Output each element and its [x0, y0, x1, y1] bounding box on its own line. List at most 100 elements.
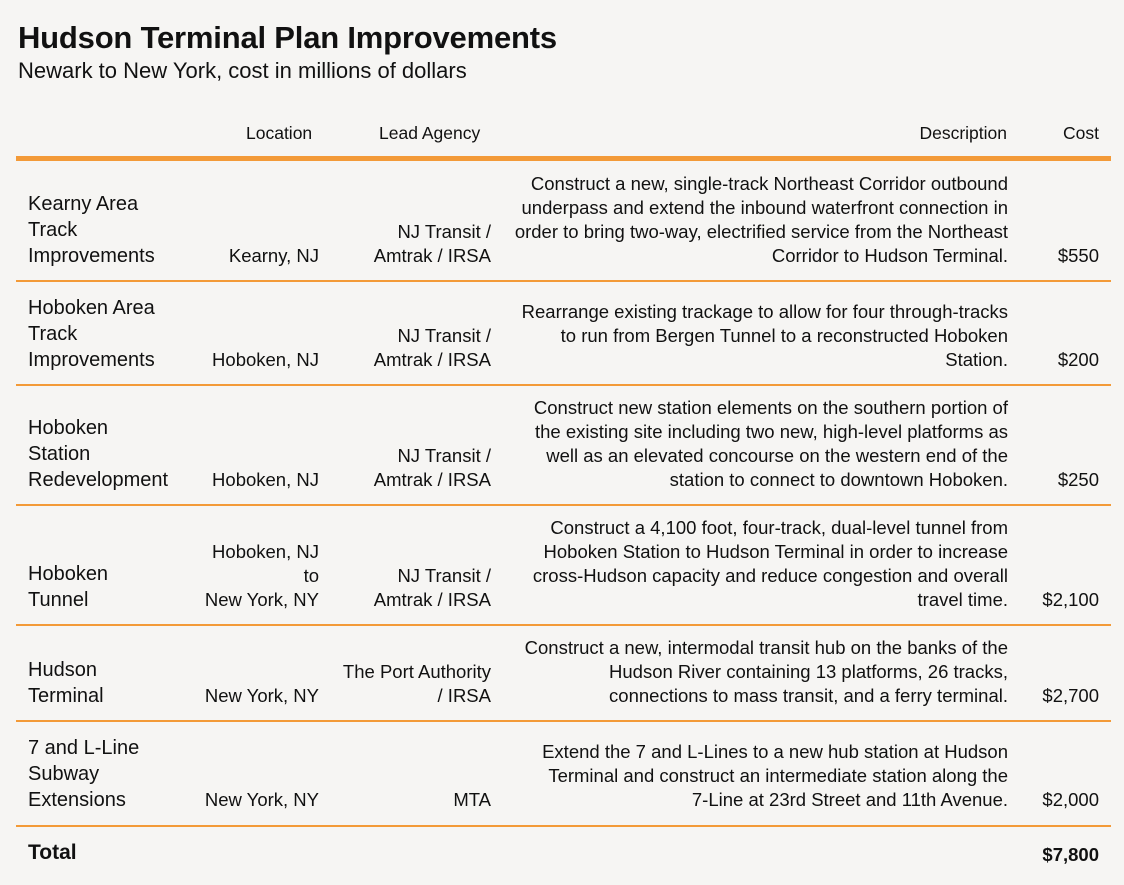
project-lead-agency-line: Amtrak / IRSA [373, 245, 491, 266]
project-location-line: to [303, 565, 319, 586]
project-description-line: Extend the 7 and L-Lines to a new hub st… [542, 741, 1008, 762]
project-lead-agency-line: The Port Authority [342, 661, 491, 682]
project-description-line: Station. [945, 349, 1008, 370]
project-name: Hoboken Tunnel [28, 561, 203, 613]
project-name: Hudson Terminal [28, 657, 203, 709]
project-name-line: Track [28, 219, 78, 241]
page-subtitle: Newark to New York, cost in millions of … [18, 58, 467, 83]
row-divider [16, 825, 1111, 827]
project-location: New York, NY [179, 684, 319, 708]
project-lead-agency-line: NJ Transit / [397, 565, 491, 586]
project-location: Kearny, NJ [179, 244, 319, 268]
project-name-line: Extensions [28, 789, 126, 811]
project-description-line: Rearrange existing trackage to allow for… [521, 301, 1008, 322]
project-description: Construct new station elements on the so… [488, 396, 1008, 492]
project-cost: $2,000 [1042, 789, 1099, 810]
project-description-line: order to bring two-way, electrified serv… [514, 221, 1008, 242]
project-name: Kearny Area Track Improvements [28, 191, 203, 269]
project-location-line: New York, NY [204, 589, 319, 610]
project-lead-agency: The Port Authority / IRSA [321, 660, 491, 708]
project-name-line: Improvements [28, 349, 155, 371]
project-cost: $250 [1057, 469, 1099, 490]
project-location-line: Hoboken, NJ [212, 349, 319, 370]
project-location-line: Hoboken, NJ [212, 541, 319, 562]
project-location: Hoboken, NJ [179, 348, 319, 372]
project-description-line: cross-Hudson capacity and reduce congest… [532, 565, 1008, 586]
project-lead-agency-line: / IRSA [437, 685, 491, 706]
project-name-line: Hoboken Area [28, 297, 155, 319]
project-name-line: Redevelopment [28, 469, 169, 491]
project-lead-agency: MTA [321, 788, 491, 812]
row-divider [16, 384, 1111, 386]
project-lead-agency-line: NJ Transit / [397, 221, 491, 242]
project-description: Construct a new, single-track Northeast … [488, 172, 1008, 268]
project-location: Hoboken, NJ to New York, NY [179, 540, 319, 612]
project-location-line: Kearny, NJ [228, 245, 319, 266]
project-name-line: Station [28, 443, 91, 465]
project-name: Hoboken Station Redevelopment [28, 415, 203, 493]
project-location: Hoboken, NJ [179, 468, 319, 492]
project-name-line: Terminal [28, 685, 104, 707]
project-description-line: to run from Bergen Tunnel to a reconstru… [560, 325, 1008, 346]
project-description-line: Construct a new, intermodal transit hub … [524, 637, 1008, 658]
project-description-line: station to connect to downtown Hoboken. [669, 469, 1008, 490]
header-divider [16, 156, 1111, 161]
project-description-line: Hoboken Station to Hudson Terminal in or… [543, 541, 1008, 562]
project-name-line: Kearny Area [28, 193, 139, 215]
project-name-line: Improvements [28, 245, 155, 267]
project-description-line: Construct a new, single-track Northeast … [530, 173, 1008, 194]
project-cost: $550 [1057, 245, 1099, 266]
project-description-line: the existing site including two new, hig… [534, 421, 1008, 442]
project-lead-agency-line: Amtrak / IRSA [373, 469, 491, 490]
total-label: Total [28, 841, 77, 864]
project-lead-agency: NJ Transit / Amtrak / IRSA [321, 220, 491, 268]
page-title: Hudson Terminal Plan Improvements [18, 20, 557, 55]
project-description: Construct a new, intermodal transit hub … [488, 636, 1008, 708]
project-location-line: New York, NY [204, 789, 319, 810]
project-description-line: Construct new station elements on the so… [533, 397, 1008, 418]
project-description-line: Construct a 4,100 foot, four-track, dual… [550, 517, 1008, 538]
project-name-line: Hoboken [28, 563, 109, 585]
project-name-line: Tunnel [28, 589, 89, 611]
project-location-line: New York, NY [204, 685, 319, 706]
project-lead-agency-line: MTA [453, 789, 491, 810]
project-description-line: connections to mass transit, and a ferry… [609, 685, 1008, 706]
project-name-line: Track [28, 323, 78, 345]
project-location-line: Hoboken, NJ [212, 469, 319, 490]
project-lead-agency: NJ Transit / Amtrak / IRSA [321, 324, 491, 372]
project-location: New York, NY [179, 788, 319, 812]
project-lead-agency-line: Amtrak / IRSA [373, 349, 491, 370]
project-cost: $200 [1057, 349, 1099, 370]
project-lead-agency: NJ Transit / Amtrak / IRSA [321, 564, 491, 612]
row-divider [16, 504, 1111, 506]
project-name-line: 7 and L-Line [28, 737, 140, 759]
project-name-line: Hudson [28, 659, 97, 681]
project-lead-agency-line: Amtrak / IRSA [373, 589, 491, 610]
project-name: Hoboken Area Track Improvements [28, 295, 203, 373]
project-lead-agency-line: NJ Transit / [397, 325, 491, 346]
project-description-line: Terminal and construct an intermediate s… [548, 765, 1008, 786]
project-name-line: Hoboken [28, 417, 109, 439]
project-description: Rearrange existing trackage to allow for… [488, 300, 1008, 372]
project-lead-agency: NJ Transit / Amtrak / IRSA [321, 444, 491, 492]
project-description-line: well as an elevated concourse on the wes… [546, 445, 1008, 466]
total-value: $7,800 [1042, 844, 1099, 865]
project-description-line: underpass and extend the inbound waterfr… [521, 197, 1008, 218]
project-description-line: Corridor to Hudson Terminal. [771, 245, 1008, 266]
project-name: 7 and L-Line Subway Extensions [28, 735, 203, 813]
project-description: Construct a 4,100 foot, four-track, dual… [488, 516, 1008, 612]
project-description-line: travel time. [917, 589, 1008, 610]
header-description: Description [919, 123, 1007, 143]
project-description: Extend the 7 and L-Lines to a new hub st… [488, 740, 1008, 812]
header-location: Location [246, 123, 313, 143]
row-divider [16, 624, 1111, 626]
project-cost: $2,100 [1042, 589, 1099, 610]
project-lead-agency-line: NJ Transit / [397, 445, 491, 466]
project-name-line: Subway [28, 763, 100, 785]
project-description-line: Hudson River containing 13 platforms, 26… [609, 661, 1008, 682]
row-divider [16, 720, 1111, 722]
project-description-line: 7-Line at 23rd Street and 11th Avenue. [691, 789, 1008, 810]
header-lead-agency: Lead Agency [379, 123, 481, 143]
row-divider [16, 280, 1111, 282]
